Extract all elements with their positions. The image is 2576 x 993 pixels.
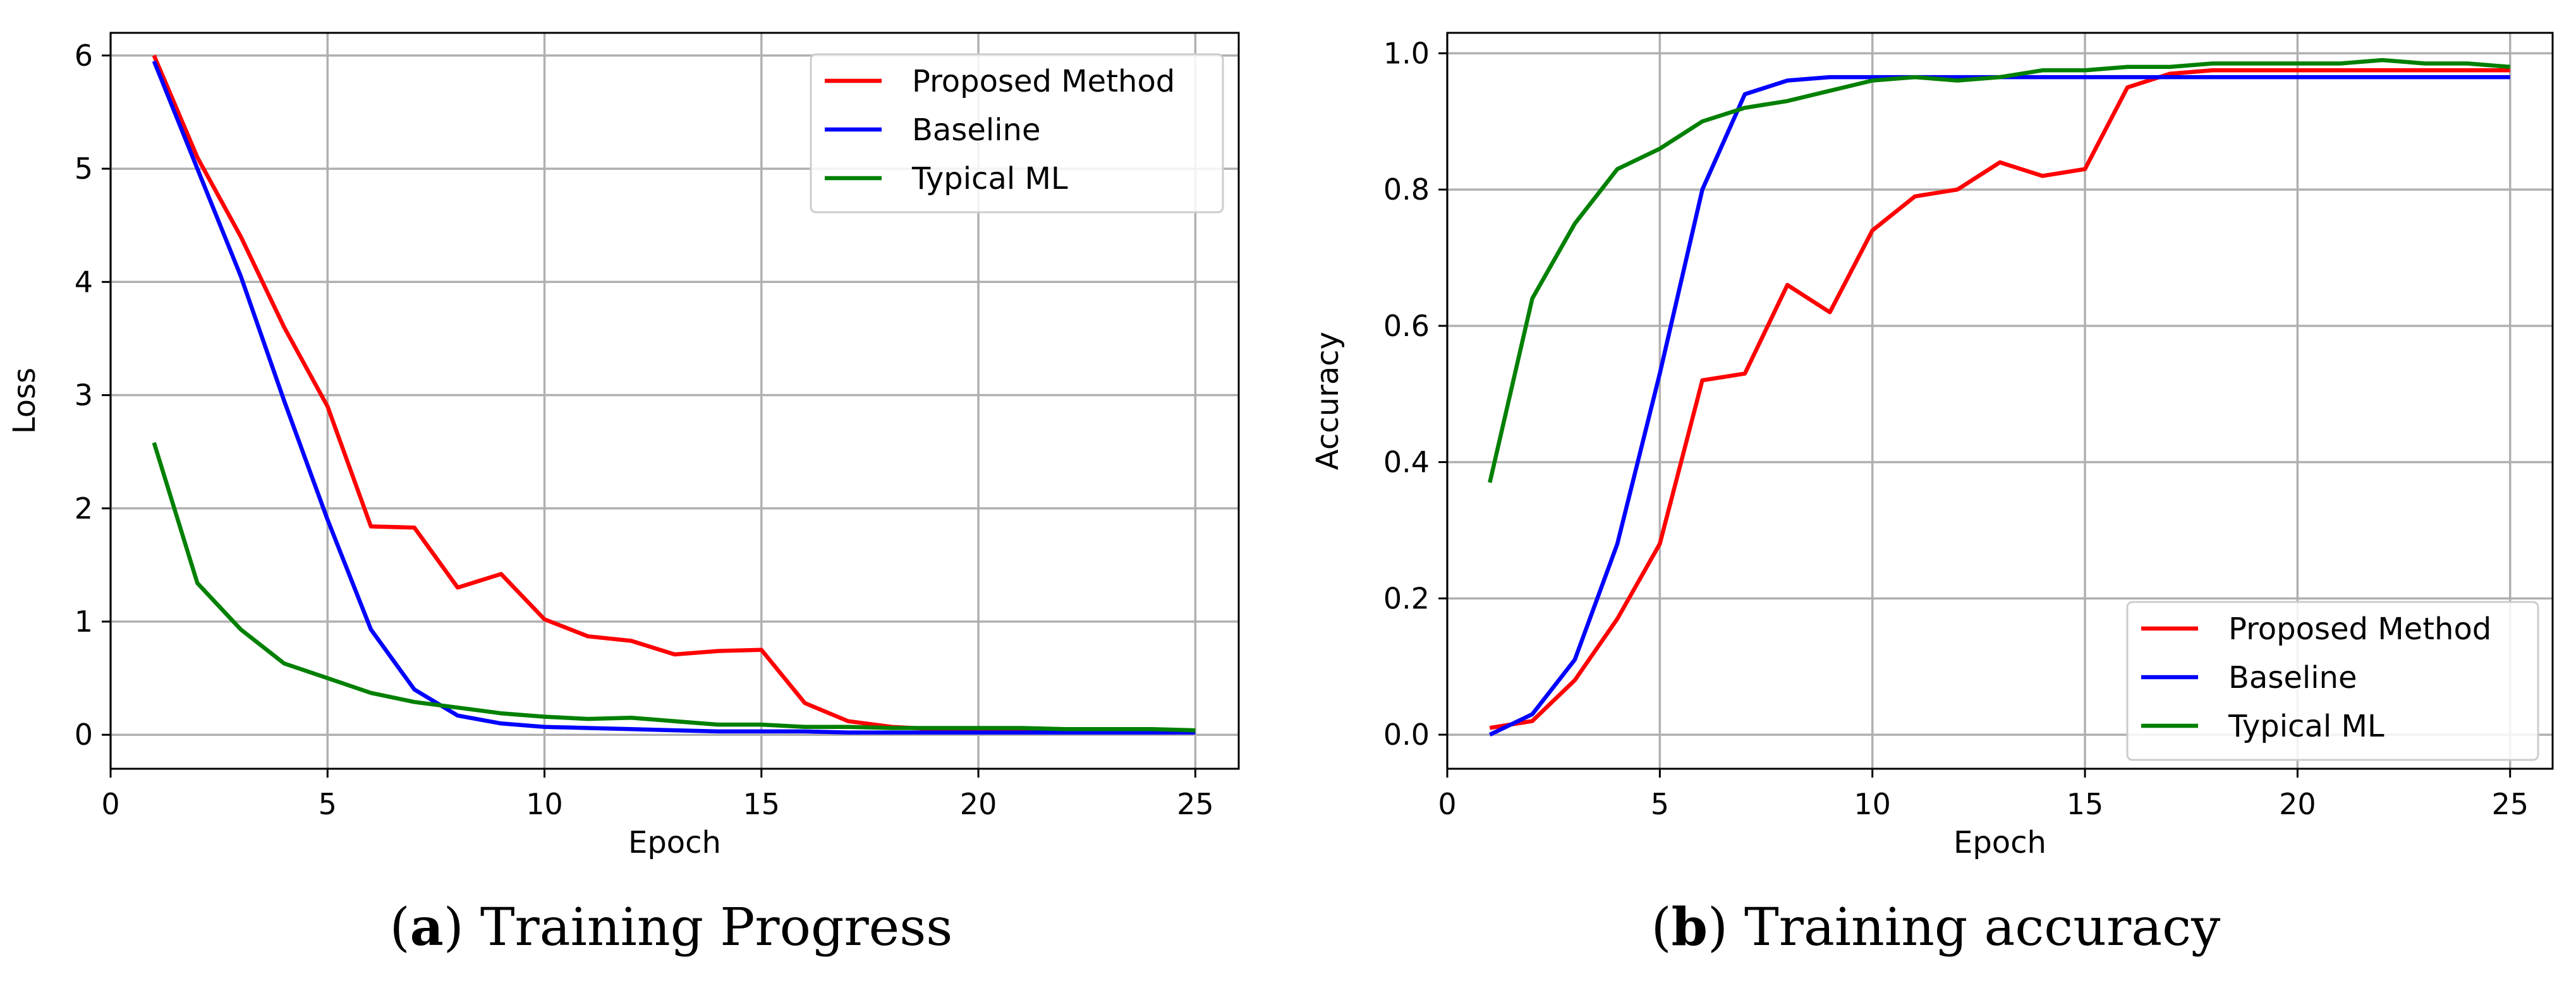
x-tick-label: 25 [2491, 787, 2529, 821]
x-tick-label: 20 [960, 787, 997, 821]
y-tick-label: 1 [75, 605, 93, 639]
x-tick-label: 5 [1651, 787, 1669, 821]
caption-paren-close: ) [444, 898, 480, 958]
caption-paren-open: ( [1651, 898, 1672, 958]
series-line-baseline [152, 60, 1196, 735]
y-tick-label: 6 [75, 39, 93, 73]
legend-box [810, 53, 1224, 214]
y-tick-label: 0 [75, 718, 93, 752]
legend-label-proposed-method: Proposed Method [912, 64, 1175, 99]
y-tick-label: 0.2 [1383, 581, 1430, 615]
x-axis-title: Epoch [628, 825, 721, 860]
series-line-typical-ml [1488, 57, 2510, 483]
x-tick-label: 0 [101, 787, 119, 821]
legend: Proposed Method Baseline Typical ML [2126, 601, 2539, 761]
series-line-typical-ml [152, 442, 1196, 733]
caption-paren-open: ( [390, 898, 410, 958]
legend-label-typical-ml: Typical ML [2228, 709, 2385, 744]
x-tick-label: 10 [526, 787, 563, 821]
y-tick-label: 3 [75, 378, 93, 412]
y-tick-label: 0.6 [1383, 309, 1430, 343]
y-tick-label: 0.4 [1383, 445, 1430, 479]
series-line-proposed-method [1489, 68, 2510, 730]
x-tick-label: 20 [2279, 787, 2316, 821]
caption-text: Training accuracy [1744, 898, 2221, 958]
y-axis-title: Accuracy [1310, 332, 1346, 470]
x-tick-label: 5 [319, 787, 337, 821]
plot-frame [1446, 32, 2554, 770]
x-tick-label: 0 [1438, 787, 1456, 821]
x-tick-label: 25 [1177, 787, 1214, 821]
panel-a: 0 5 10 15 20 25 0 1 2 3 4 5 6 Epoch Loss Proposed Metho… [7, 32, 1240, 958]
x-tick-label: 15 [2067, 787, 2104, 821]
x-tick-label: 10 [1854, 787, 1891, 821]
y-tick-label: 0.8 [1383, 172, 1430, 207]
caption-paren-close: ) [1708, 898, 1744, 958]
figure-caption: (b) Training accuracy [1651, 897, 2221, 958]
legend: Proposed Method Baseline Typical ML [810, 53, 1224, 214]
x-axis-title: Epoch [1953, 825, 2046, 860]
legend-label-typical-ml: Typical ML [911, 161, 1068, 196]
plot-frame [109, 32, 1240, 770]
x-tick-label: 15 [743, 787, 781, 821]
y-tick-label: 1.0 [1383, 36, 1430, 70]
caption-letter: b [1672, 897, 1708, 958]
caption-text: Training Progress [480, 898, 953, 958]
series-line-proposed-method [152, 54, 1196, 734]
figure-caption: (a) Training Progress [390, 897, 953, 958]
y-tick-label: 2 [75, 491, 93, 526]
y-tick-label: 0.0 [1383, 718, 1430, 752]
y-tick-label: 4 [75, 265, 93, 299]
y-axis-title: Loss [7, 368, 42, 434]
legend-label-baseline: Baseline [912, 112, 1041, 148]
legend-label-proposed-method: Proposed Method [2228, 611, 2491, 647]
legend-label-baseline: Baseline [2228, 660, 2357, 695]
legend-box [2126, 601, 2539, 761]
panel-b: 0 5 10 15 20 25 0.0 0.2 0.4 0.6 0.8 1.0 Epoch Accurac… [1310, 32, 2554, 958]
caption-letter: a [410, 897, 444, 958]
y-tick-label: 5 [75, 152, 93, 186]
